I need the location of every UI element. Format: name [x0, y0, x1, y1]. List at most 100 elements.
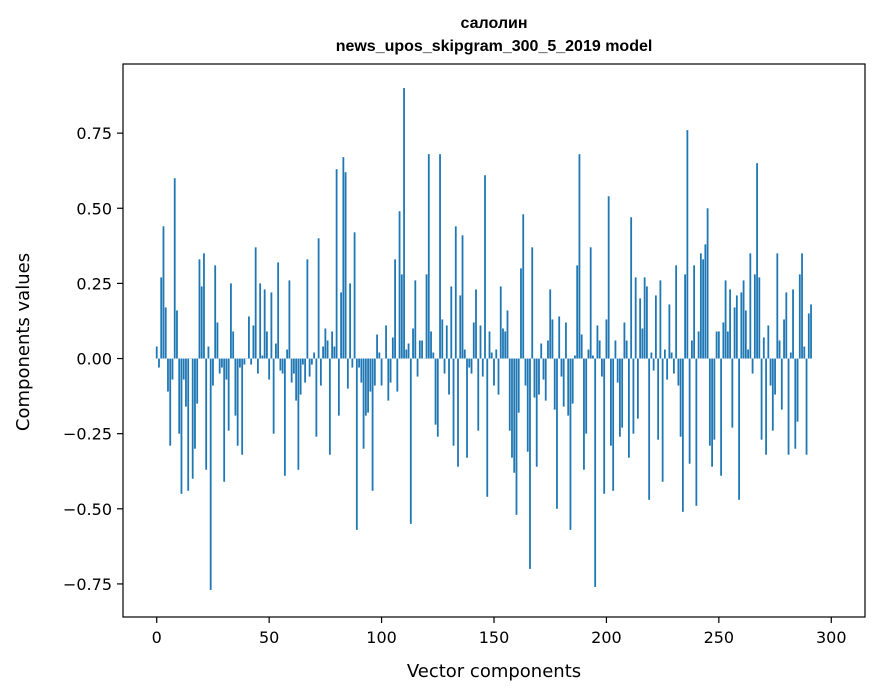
bar — [270, 292, 273, 359]
bar — [744, 310, 747, 359]
bar — [724, 280, 727, 359]
bar — [396, 358, 399, 392]
bar — [650, 352, 653, 359]
bar — [459, 295, 462, 359]
bar — [780, 358, 783, 410]
bar — [515, 358, 518, 515]
bar — [677, 358, 680, 386]
bar — [164, 307, 167, 359]
bar — [155, 346, 158, 359]
bar — [322, 346, 325, 359]
bar — [751, 358, 754, 374]
bar — [200, 286, 203, 359]
bar — [227, 358, 230, 431]
bar — [733, 307, 736, 359]
bar — [167, 358, 169, 392]
bar — [281, 358, 284, 374]
bar — [639, 298, 642, 359]
bar — [495, 349, 498, 359]
bar — [661, 358, 664, 482]
bar — [340, 292, 342, 359]
bar — [283, 358, 286, 476]
y-tick-label: −0.75 — [63, 575, 112, 594]
bar — [310, 358, 313, 365]
bar — [250, 358, 253, 365]
bar — [610, 358, 612, 446]
bar — [774, 358, 776, 395]
bar — [288, 280, 291, 359]
x-tick-label: 300 — [816, 628, 847, 647]
bar — [693, 265, 696, 359]
bar — [807, 313, 810, 359]
bar — [722, 322, 725, 359]
bar — [292, 358, 295, 374]
bar — [679, 358, 682, 437]
bar — [439, 154, 441, 359]
bar — [434, 358, 437, 425]
bar — [358, 358, 360, 368]
bar — [598, 340, 601, 359]
bar — [182, 358, 185, 380]
bar — [385, 325, 387, 359]
x-axis-label: Vector components — [407, 661, 581, 682]
bar — [470, 358, 473, 374]
bar — [511, 358, 513, 458]
bar — [454, 226, 457, 359]
bar — [547, 340, 549, 359]
bar — [225, 358, 228, 380]
bar — [695, 358, 698, 506]
x-tick-label: 0 — [152, 628, 162, 647]
bar — [261, 355, 264, 359]
bar — [596, 325, 599, 359]
bar — [342, 157, 345, 359]
bar — [605, 319, 608, 359]
bars-group — [155, 88, 812, 590]
bar — [326, 340, 329, 359]
bar — [218, 358, 221, 374]
bar — [533, 358, 536, 398]
bar — [405, 349, 408, 359]
x-axis: 0 50 100 150 200 250 300 — [152, 617, 847, 647]
chart-subtitle: news_upos_skipgram_300_5_2019 model — [336, 38, 653, 55]
bar — [776, 253, 779, 359]
bar — [484, 175, 486, 359]
bar — [520, 268, 522, 359]
bar — [603, 358, 606, 494]
bar — [493, 358, 495, 386]
bar — [637, 358, 639, 419]
bar — [380, 358, 383, 386]
bar — [266, 331, 268, 359]
bar — [272, 358, 275, 434]
bar — [335, 169, 338, 359]
bar — [634, 277, 637, 359]
bar — [236, 358, 239, 446]
bar — [337, 358, 340, 416]
bar — [427, 154, 430, 359]
bar — [742, 280, 745, 359]
bar — [490, 352, 493, 359]
bar — [436, 358, 439, 437]
bar — [214, 265, 217, 359]
bar — [290, 358, 293, 383]
bar — [275, 343, 277, 359]
bar — [688, 358, 691, 464]
bar — [479, 325, 482, 359]
bar — [301, 358, 304, 365]
bar — [810, 304, 812, 359]
bar — [353, 232, 356, 359]
bar — [376, 334, 378, 359]
bar — [506, 310, 509, 359]
bar — [263, 289, 266, 359]
x-tick-label: 50 — [259, 628, 279, 647]
bar — [243, 358, 246, 365]
bar — [542, 358, 545, 380]
x-tick-label: 250 — [704, 628, 735, 647]
bar — [614, 340, 617, 359]
bar — [504, 331, 507, 359]
bar — [789, 352, 792, 359]
bar — [207, 346, 210, 359]
bar — [360, 358, 363, 383]
bar — [241, 358, 244, 455]
bar — [268, 358, 271, 380]
bar — [279, 358, 282, 371]
